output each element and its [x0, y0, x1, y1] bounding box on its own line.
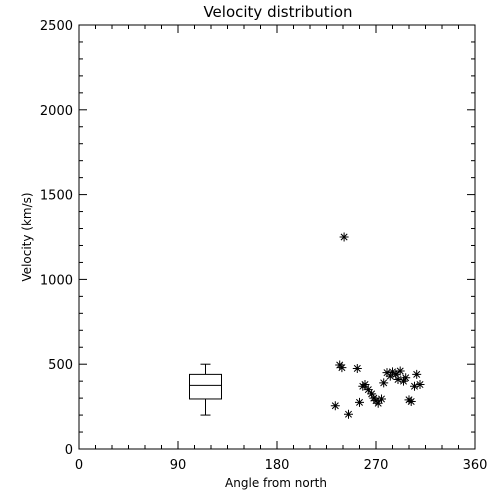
data-point	[406, 397, 416, 407]
y-tick-label: 2000	[40, 104, 73, 119]
x-tick-label: 180	[265, 458, 290, 473]
x-tick-label: 270	[364, 458, 389, 473]
x-tick-label: 0	[75, 458, 83, 473]
data-point	[373, 398, 383, 408]
data-point	[399, 376, 408, 386]
chart-title: Velocity distribution	[203, 3, 352, 21]
y-tick-label: 500	[48, 358, 73, 373]
data-point	[355, 397, 364, 407]
data-point	[382, 368, 392, 378]
data-point	[415, 380, 425, 390]
data-point	[393, 374, 403, 384]
x-tick-label: 360	[463, 458, 488, 473]
x-tick-labels: 0 90 180 270 360	[75, 458, 488, 473]
data-point	[352, 363, 362, 373]
y-tick-label: 1000	[40, 273, 73, 288]
data-point	[391, 369, 401, 379]
x-axis-label: Angle from north	[225, 476, 327, 490]
data-point	[330, 401, 340, 411]
scatter-points	[330, 232, 425, 419]
y-tick-label: 2500	[40, 19, 73, 34]
data-point	[339, 232, 349, 242]
data-point	[379, 378, 389, 388]
data-point	[410, 381, 419, 391]
box-plot	[189, 363, 222, 416]
y-tick-label: 1500	[40, 189, 73, 204]
axis-ticks	[78, 24, 476, 450]
data-point	[388, 367, 397, 377]
data-point	[363, 385, 373, 395]
y-axis-label: Velocity (km/s)	[20, 192, 34, 281]
data-point	[344, 409, 353, 419]
data-point	[401, 373, 411, 383]
data-point	[385, 371, 395, 381]
y-tick-labels: 0 500 1000 1500 2000 2500	[40, 19, 73, 458]
x-tick-label: 90	[170, 458, 187, 473]
data-point	[360, 380, 370, 390]
y-tick-label: 0	[65, 443, 73, 458]
box-iqr	[189, 373, 222, 400]
data-point	[367, 389, 377, 399]
data-point	[337, 363, 347, 373]
data-point	[395, 366, 405, 376]
data-point	[377, 394, 386, 404]
data-point	[412, 369, 422, 379]
